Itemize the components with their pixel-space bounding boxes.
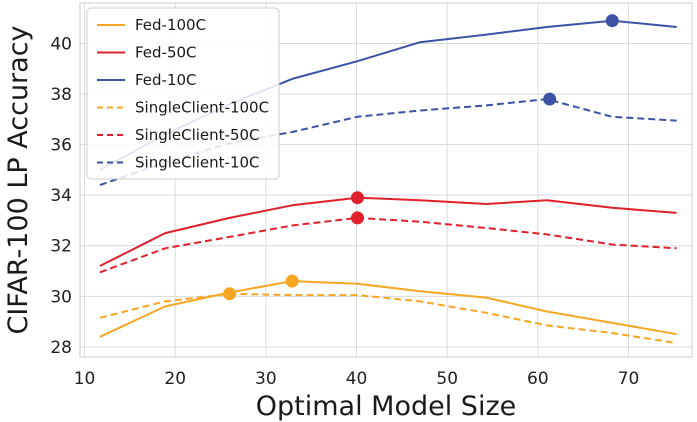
y-tick-label: 40 [50,34,72,54]
y-tick-label: 28 [50,338,72,358]
legend-label: SingleClient-100C [135,99,269,117]
y-axis-title: CIFAR-100 LP Accuracy [3,25,34,334]
tick-labels: 10 20 30 40 50 60 70 28 30 32 34 36 38 40 [50,34,639,389]
x-tick-label: 40 [346,369,368,389]
x-tick-label: 60 [527,369,549,389]
series-marker-fed-10c [605,14,619,28]
legend-label: Fed-100C [135,16,206,34]
x-tick-label: 70 [618,369,640,389]
series-line-fed-50c [99,196,677,267]
legend-label: SingleClient-50C [135,126,260,144]
plot-frame [79,2,693,358]
legend-label: Fed-10C [135,71,197,89]
series-line-fed-100c [99,280,677,338]
y-tick-label: 34 [50,186,72,206]
series-line-singleclient-100c [99,292,677,345]
x-tick-label: 20 [164,369,186,389]
y-tick-label: 32 [50,237,72,257]
x-tick-label: 30 [255,369,277,389]
series-marker-singleclient-10c [543,92,557,106]
series-marker-singleclient-50c [350,211,364,225]
y-tick-label: 36 [50,136,72,156]
x-tick-label: 10 [74,369,96,389]
legend-label: SingleClient-10C [135,154,260,172]
y-tick-label: 30 [50,287,72,307]
y-tick-label: 38 [50,85,72,105]
x-axis-title: Optimal Model Size [256,391,516,422]
x-tick-label: 50 [436,369,458,389]
series-line-singleclient-50c [99,216,677,274]
legend: Fed-100C Fed-50C Fed-10C SingleClient-100C S… [86,7,280,180]
legend-box [86,7,280,180]
series-markers [223,14,619,301]
series-marker-singleclient-100c [223,287,237,301]
series-marker-fed-50c [350,191,364,205]
legend-label: Fed-50C [135,44,197,62]
series-marker-fed-100c [285,274,299,288]
